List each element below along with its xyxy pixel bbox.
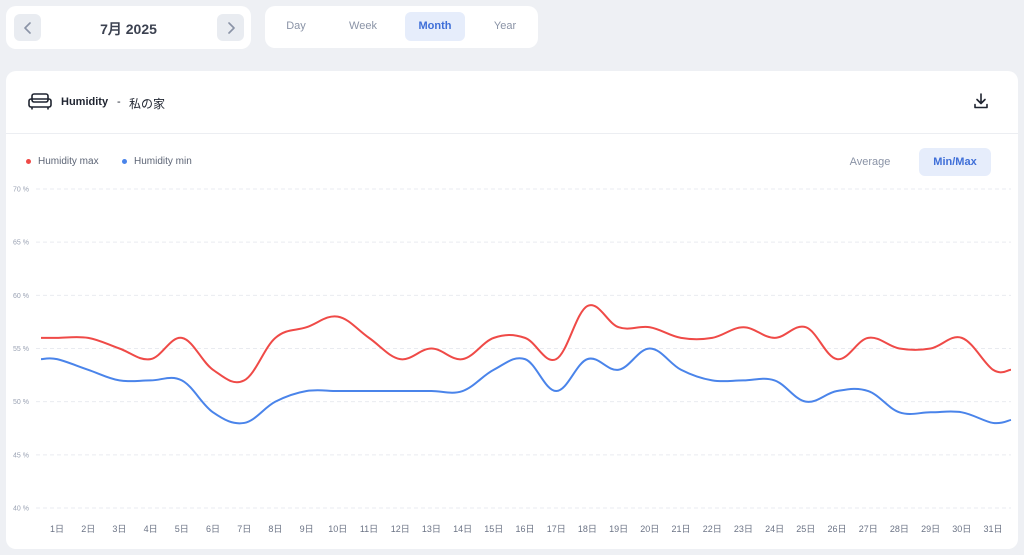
x-tick-label: 13日 (422, 524, 441, 534)
x-tick-label: 5日 (175, 524, 189, 534)
x-tick-label: 16日 (515, 524, 534, 534)
chevron-left-icon (23, 21, 31, 34)
x-tick-label: 25日 (796, 524, 815, 534)
x-tick-label: 10日 (328, 524, 347, 534)
tab-month[interactable]: Month (405, 12, 465, 41)
date-navigator: 7月 2025 (6, 6, 251, 49)
humidity-line-chart: 40 % 45 % 50 % 55 % 60 % 65 % 70 % 1日 2日 3日 4日 5日 6日… (13, 187, 1012, 534)
x-tick-label: 11日 (360, 524, 378, 534)
x-tick-label: 12日 (391, 524, 410, 534)
y-tick-label: 70 % (13, 187, 29, 194)
period-tabs: Day Week Month Year (265, 6, 538, 48)
x-tick-label: 6日 (206, 524, 220, 534)
humidity-chart-card: Humidity - 私の家 Humidity max Humidity min… (6, 71, 1018, 549)
x-tick-label: 21日 (671, 524, 690, 534)
x-tick-label: 15日 (484, 524, 503, 534)
x-tick-label: 24日 (765, 524, 784, 534)
legend-label-max: Humidity max (38, 156, 99, 167)
x-tick-label: 27日 (859, 524, 878, 534)
x-tick-label: 1日 (50, 524, 64, 534)
x-tick-label: 26日 (827, 524, 846, 534)
minmax-mode-button[interactable]: Min/Max (919, 148, 991, 176)
x-tick-label: 20日 (640, 524, 659, 534)
y-tick-label: 55 % (13, 346, 29, 353)
x-tick-label: 18日 (578, 524, 597, 534)
title-separator: - (117, 96, 121, 108)
series-line-humidity-min (40, 347, 1012, 425)
card-title: Humidity (61, 96, 109, 108)
legend-item-humidity-min[interactable]: Humidity min (122, 156, 192, 167)
download-icon[interactable] (972, 92, 990, 110)
previous-month-button[interactable] (14, 14, 41, 41)
legend-dot-max (26, 159, 31, 164)
next-month-button[interactable] (217, 14, 244, 41)
x-tick-label: 30日 (952, 524, 971, 534)
y-tick-label: 45 % (13, 452, 29, 459)
sofa-icon (28, 93, 52, 110)
tab-year[interactable]: Year (493, 20, 517, 32)
tab-week[interactable]: Week (349, 20, 377, 32)
current-period-label: 7月 2025 (100, 21, 157, 37)
card-header: Humidity - 私の家 (6, 71, 1018, 134)
x-tick-label: 17日 (547, 524, 566, 534)
x-tick-label: 3日 (112, 524, 126, 534)
legend-dot-min (122, 159, 127, 164)
x-tick-label: 9日 (300, 524, 314, 534)
x-tick-label: 14日 (453, 524, 472, 534)
location-name: 私の家 (129, 97, 166, 111)
x-tick-label: 19日 (609, 524, 628, 534)
x-tick-label: 23日 (734, 524, 753, 534)
x-tick-label: 29日 (921, 524, 940, 534)
legend-item-humidity-max[interactable]: Humidity max (26, 156, 99, 167)
y-tick-label: 60 % (13, 293, 29, 300)
x-tick-label: 28日 (890, 524, 909, 534)
y-tick-label: 65 % (13, 240, 29, 247)
x-tick-label: 7日 (237, 524, 251, 534)
tab-day[interactable]: Day (286, 20, 306, 32)
x-tick-label: 2日 (81, 524, 95, 534)
x-tick-label: 31日 (983, 524, 1002, 534)
chevron-right-icon (227, 21, 235, 34)
series-line-humidity-max (40, 304, 1012, 384)
x-tick-label: 22日 (703, 524, 722, 534)
x-tick-label: 4日 (144, 524, 158, 534)
legend-label-min: Humidity min (134, 156, 192, 167)
y-tick-label: 40 % (13, 506, 29, 513)
x-tick-label: 8日 (268, 524, 282, 534)
average-mode-button[interactable]: Average (849, 156, 891, 168)
y-tick-label: 50 % (13, 399, 29, 406)
